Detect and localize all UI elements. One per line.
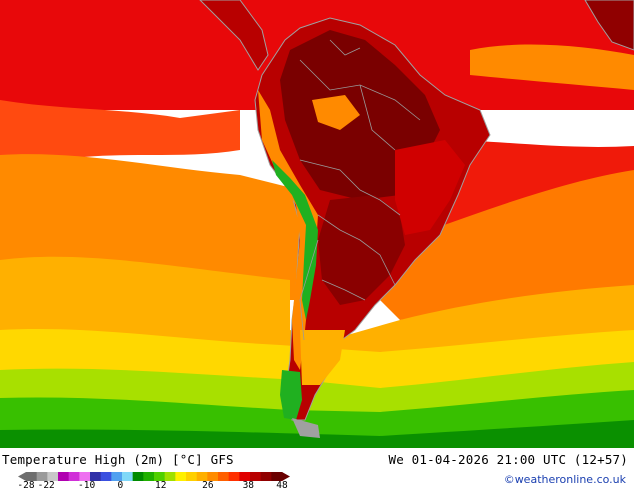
country-borders [299, 39, 421, 341]
legend-color-swatch [218, 472, 230, 481]
legend-tick-label: 12 [155, 480, 167, 491]
africa-corner [584, 0, 634, 51]
legend-tick-label: 48 [276, 480, 288, 491]
legend-tick-label: -28 [17, 480, 35, 491]
legend-color-swatch [186, 472, 198, 481]
legend-color-swatch [154, 472, 166, 481]
legend-color-swatch [26, 472, 38, 481]
legend-color-swatch [239, 472, 251, 481]
legend-color-swatch [58, 472, 70, 481]
temperature-map [0, 0, 634, 448]
ocean-band-orange-east [380, 170, 634, 320]
valid-time: We 01-04-2026 21:00 UTC (12+57) [388, 452, 628, 467]
legend-tick-label: 26 [202, 480, 214, 491]
ocean-band-east-red [440, 140, 634, 230]
legend-max-arrow [282, 472, 290, 481]
brazil-highlands-red [395, 140, 465, 235]
map-frame [0, 0, 634, 448]
orange-amazon-patch [312, 95, 360, 130]
legend-color-swatch [79, 472, 91, 481]
legend-tick-label: 0 [117, 480, 124, 491]
legend-color-swatch [90, 472, 102, 481]
legend-color-swatch [271, 472, 283, 481]
patagonia-green [280, 370, 302, 420]
legend-color-swatch [175, 472, 187, 481]
map-footer: Temperature High (2m) [°C] GFS We 01-04-… [0, 448, 634, 491]
legend-color-swatch [207, 472, 219, 481]
ocean-band-darkgreen [0, 420, 634, 448]
ocean-band-amber [0, 256, 634, 360]
legend-color-swatch [143, 472, 155, 481]
legend-color-swatch [100, 472, 112, 481]
central-america-land [199, 0, 269, 71]
legend-color-swatch [68, 472, 80, 481]
legend-tick-label: -10 [78, 480, 96, 491]
legend-min-arrow [18, 472, 26, 481]
legend-color-swatch [196, 472, 208, 481]
legend-color-swatch [260, 472, 272, 481]
legend-color-swatch [250, 472, 262, 481]
map-title: Temperature High (2m) [°C] GFS [2, 452, 234, 467]
legend-color-swatch [164, 472, 176, 481]
legend-color-swatch [47, 472, 59, 481]
legend-color-swatch [111, 472, 123, 481]
ocean-north-orange-patch [470, 44, 634, 90]
legend-tick-label: 38 [242, 480, 255, 491]
patagonia-amber [300, 330, 345, 385]
andes-green-ridge [272, 160, 318, 320]
chaco-hot-core [318, 195, 405, 305]
legend-color-swatch [36, 472, 48, 481]
legend-color-swatch [122, 472, 134, 481]
ocean-band-green [0, 390, 634, 438]
tierra-del-fuego-gray [292, 418, 320, 438]
legend-color-swatch [132, 472, 144, 481]
legend-tick-label: -22 [37, 480, 55, 491]
legend-color-swatch [228, 472, 240, 481]
legend-tick-labels: -28 -22 -10 0 12 26 38 48 [0, 481, 300, 491]
color-legend-bar [18, 472, 290, 481]
ocean-band-orange-red [0, 100, 240, 160]
weatheronline-credit-link[interactable]: ©weatheronline.co.uk [503, 473, 626, 486]
